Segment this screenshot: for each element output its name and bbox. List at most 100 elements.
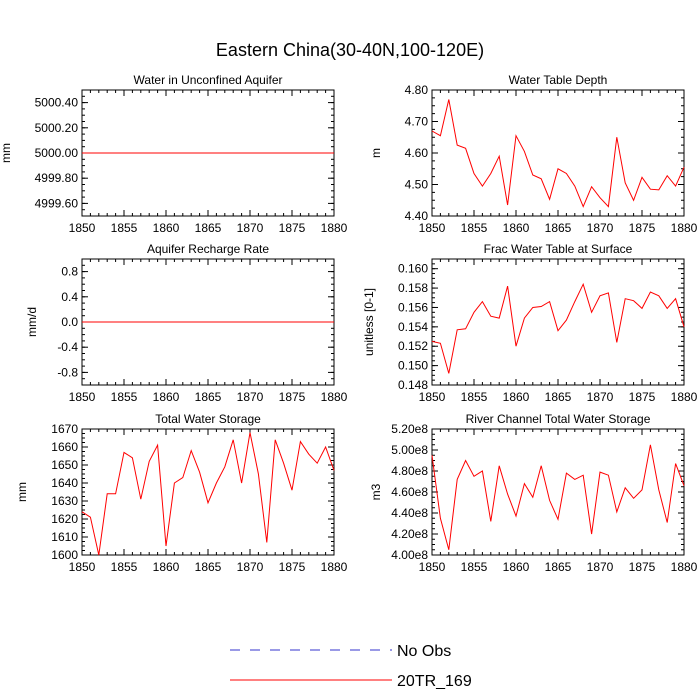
series-line-20tr-169	[81, 432, 335, 556]
y-tick-label: 1630	[51, 494, 78, 508]
y-tick-label: 5.20e8	[391, 422, 428, 436]
panel-4: Frac Water Table at Surface 1850 1855 1860 1…	[362, 242, 698, 404]
panel-title: Water in Unconfined Aquifer	[134, 73, 283, 87]
x-tick-label: 1850	[69, 560, 96, 574]
x-tick-label: 1875	[279, 221, 306, 235]
x-tick-label: 1875	[629, 560, 656, 574]
y-axis-label: m3	[369, 483, 383, 500]
x-tick-label: 1860	[153, 560, 180, 574]
y-tick-label: 0.156	[398, 300, 428, 314]
x-tick-label: 1865	[545, 221, 572, 235]
y-tick-label: 4.20e8	[391, 527, 428, 541]
y-tick-label: 4.60	[405, 146, 429, 160]
series-line-20tr-169	[431, 282, 685, 374]
x-tick-label: 1850	[69, 221, 96, 235]
x-tick-label: 1865	[545, 390, 572, 404]
y-axis-label: m	[369, 148, 383, 158]
y-tick-label: 0.0	[61, 315, 78, 329]
y-tick-label: 1600	[51, 548, 78, 562]
panel-6: River Channel Total Water Storage 1850 185…	[369, 412, 698, 574]
figure-title: Eastern China(30-40N,100-120E)	[216, 40, 484, 60]
y-tick-label: 0.4	[61, 290, 78, 304]
x-tick-label: 1860	[153, 390, 180, 404]
x-tick-label: 1865	[195, 390, 222, 404]
y-axis-label: mm	[15, 482, 29, 502]
x-tick-label: 1880	[671, 390, 698, 404]
y-tick-label: 0.148	[398, 378, 428, 392]
x-tick-label: 1865	[545, 560, 572, 574]
legend-model-label: 20TR_169	[397, 673, 472, 690]
y-tick-label: 5000.20	[35, 121, 79, 135]
legend: No Obs 20TR_169	[230, 643, 472, 690]
x-tick-label: 1875	[629, 221, 656, 235]
y-axis-label: unitless [0-1]	[362, 288, 376, 356]
y-tick-label: 0.150	[398, 359, 428, 373]
y-tick-label: 4.70	[405, 115, 429, 129]
x-tick-label: 1880	[671, 221, 698, 235]
panels: Water in Unconfined Aquifer 1850 1855 1860 1…	[0, 73, 698, 574]
x-tick-label: 1850	[419, 390, 446, 404]
x-tick-label: 1855	[111, 221, 138, 235]
x-tick-label: 1875	[629, 390, 656, 404]
x-tick-label: 1870	[587, 560, 614, 574]
panel-title: Aquifer Recharge Rate	[147, 242, 269, 256]
y-tick-label: 0.158	[398, 281, 428, 295]
x-tick-label: 1865	[195, 221, 222, 235]
plot-frame	[431, 89, 685, 217]
panel-5: Total Water Storage 1850 1855 1860 1865 1870 1…	[15, 412, 348, 574]
legend-obs-label: No Obs	[397, 643, 451, 660]
panel-title: Water Table Depth	[509, 73, 608, 87]
x-tick-label: 1850	[419, 221, 446, 235]
y-tick-label: 1610	[51, 530, 78, 544]
y-tick-label: -0.4	[57, 340, 78, 354]
x-tick-label: 1855	[461, 221, 488, 235]
y-tick-label: 4.60e8	[391, 485, 428, 499]
x-tick-label: 1860	[503, 560, 530, 574]
plot-frame	[431, 258, 685, 386]
x-tick-label: 1875	[279, 560, 306, 574]
x-tick-label: 1865	[195, 560, 222, 574]
y-tick-label: 4.80e8	[391, 464, 428, 478]
y-tick-label: 0.152	[398, 339, 428, 353]
x-tick-label: 1855	[111, 390, 138, 404]
x-tick-label: 1880	[321, 221, 348, 235]
panel-title: Total Water Storage	[155, 412, 261, 426]
panel-title: Frac Water Table at Surface	[484, 242, 633, 256]
panel-3: Aquifer Recharge Rate 1850 1855 1860 1865 187…	[25, 242, 348, 404]
y-tick-label: 4.50	[405, 178, 429, 192]
x-tick-label: 1880	[321, 560, 348, 574]
plot-frame	[81, 428, 335, 556]
y-tick-label: 4.80	[405, 83, 429, 97]
y-tick-label: 0.160	[398, 262, 428, 276]
y-tick-label: 1650	[51, 458, 78, 472]
y-tick-label: 1660	[51, 440, 78, 454]
x-tick-label: 1860	[503, 221, 530, 235]
y-tick-label: 4999.80	[35, 171, 79, 185]
x-tick-label: 1870	[587, 390, 614, 404]
y-tick-label: 4999.60	[35, 196, 79, 210]
y-tick-label: -0.8	[57, 365, 78, 379]
y-tick-label: 1670	[51, 422, 78, 436]
series-line-20tr-169	[431, 99, 685, 208]
panel-2: Water Table Depth 1850 1855 1860 1865 1870 187…	[369, 73, 698, 235]
x-tick-label: 1855	[111, 560, 138, 574]
y-tick-label: 1640	[51, 476, 78, 490]
x-tick-label: 1880	[671, 560, 698, 574]
x-tick-label: 1850	[69, 390, 96, 404]
plot-frame	[431, 428, 685, 556]
x-tick-label: 1850	[419, 560, 446, 574]
y-tick-label: 5000.00	[35, 146, 79, 160]
x-tick-label: 1855	[461, 390, 488, 404]
y-tick-label: 4.00e8	[391, 548, 428, 562]
x-tick-label: 1875	[279, 390, 306, 404]
y-tick-label: 0.8	[61, 265, 78, 279]
x-tick-label: 1870	[237, 390, 264, 404]
y-tick-label: 4.40e8	[391, 506, 428, 520]
y-axis-label: mm	[0, 143, 13, 163]
x-tick-label: 1860	[153, 221, 180, 235]
y-tick-label: 1620	[51, 512, 78, 526]
x-tick-label: 1870	[237, 560, 264, 574]
x-tick-label: 1870	[587, 221, 614, 235]
x-tick-label: 1855	[461, 560, 488, 574]
